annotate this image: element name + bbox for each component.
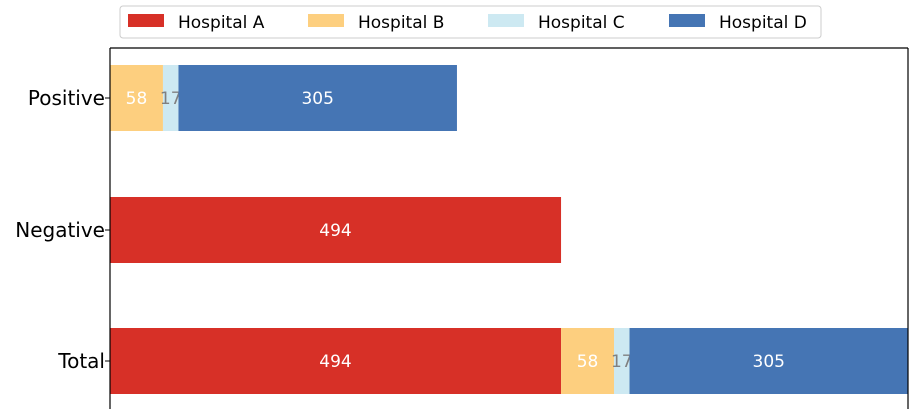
data-label-total-hospital-b: 58 <box>577 352 599 372</box>
data-label-negative-hospital-a: 494 <box>319 221 351 241</box>
y-tick-label-negative: Negative <box>15 218 105 242</box>
legend: Hospital A Hospital B Hospital C Hospital D <box>119 5 822 39</box>
legend-label-hospital-b: Hospital B <box>358 13 444 33</box>
y-tick-label-positive: Positive <box>28 86 105 110</box>
bar-total-hospital-d <box>629 328 908 394</box>
bars: 58 17 305 494 494 58 17 305 <box>110 65 908 394</box>
bar-positive-hospital-b <box>110 65 163 131</box>
bar-total-hospital-c <box>614 328 630 394</box>
data-label-positive-hospital-c: 17 <box>160 89 182 109</box>
data-label-positive-hospital-d: 305 <box>301 89 333 109</box>
bar-positive-hospital-c <box>162 65 179 131</box>
bar-total-hospital-b <box>561 328 614 394</box>
bar-negative-hospital-a <box>110 197 562 263</box>
y-tick-label-total: Total <box>57 349 105 373</box>
legend-swatch-hospital-b <box>308 14 344 27</box>
bar-total-hospital-a <box>110 328 562 394</box>
legend-frame <box>119 5 822 39</box>
legend-label-hospital-a: Hospital A <box>178 13 265 33</box>
axes <box>109 47 909 409</box>
bar-positive-hospital-d <box>178 65 457 131</box>
data-label-total-hospital-d: 305 <box>753 352 785 372</box>
legend-label-hospital-c: Hospital C <box>538 13 625 33</box>
legend-label-hospital-d: Hospital D <box>719 13 807 33</box>
data-label-positive-hospital-b: 58 <box>126 89 148 109</box>
y-axis-labels: Positive Negative Total <box>15 86 110 373</box>
legend-swatch-hospital-c <box>488 14 524 27</box>
data-label-total-hospital-c: 17 <box>611 352 633 372</box>
data-label-total-hospital-a: 494 <box>319 352 351 372</box>
legend-swatch-hospital-d <box>669 14 705 27</box>
legend-swatch-hospital-a <box>128 14 164 27</box>
